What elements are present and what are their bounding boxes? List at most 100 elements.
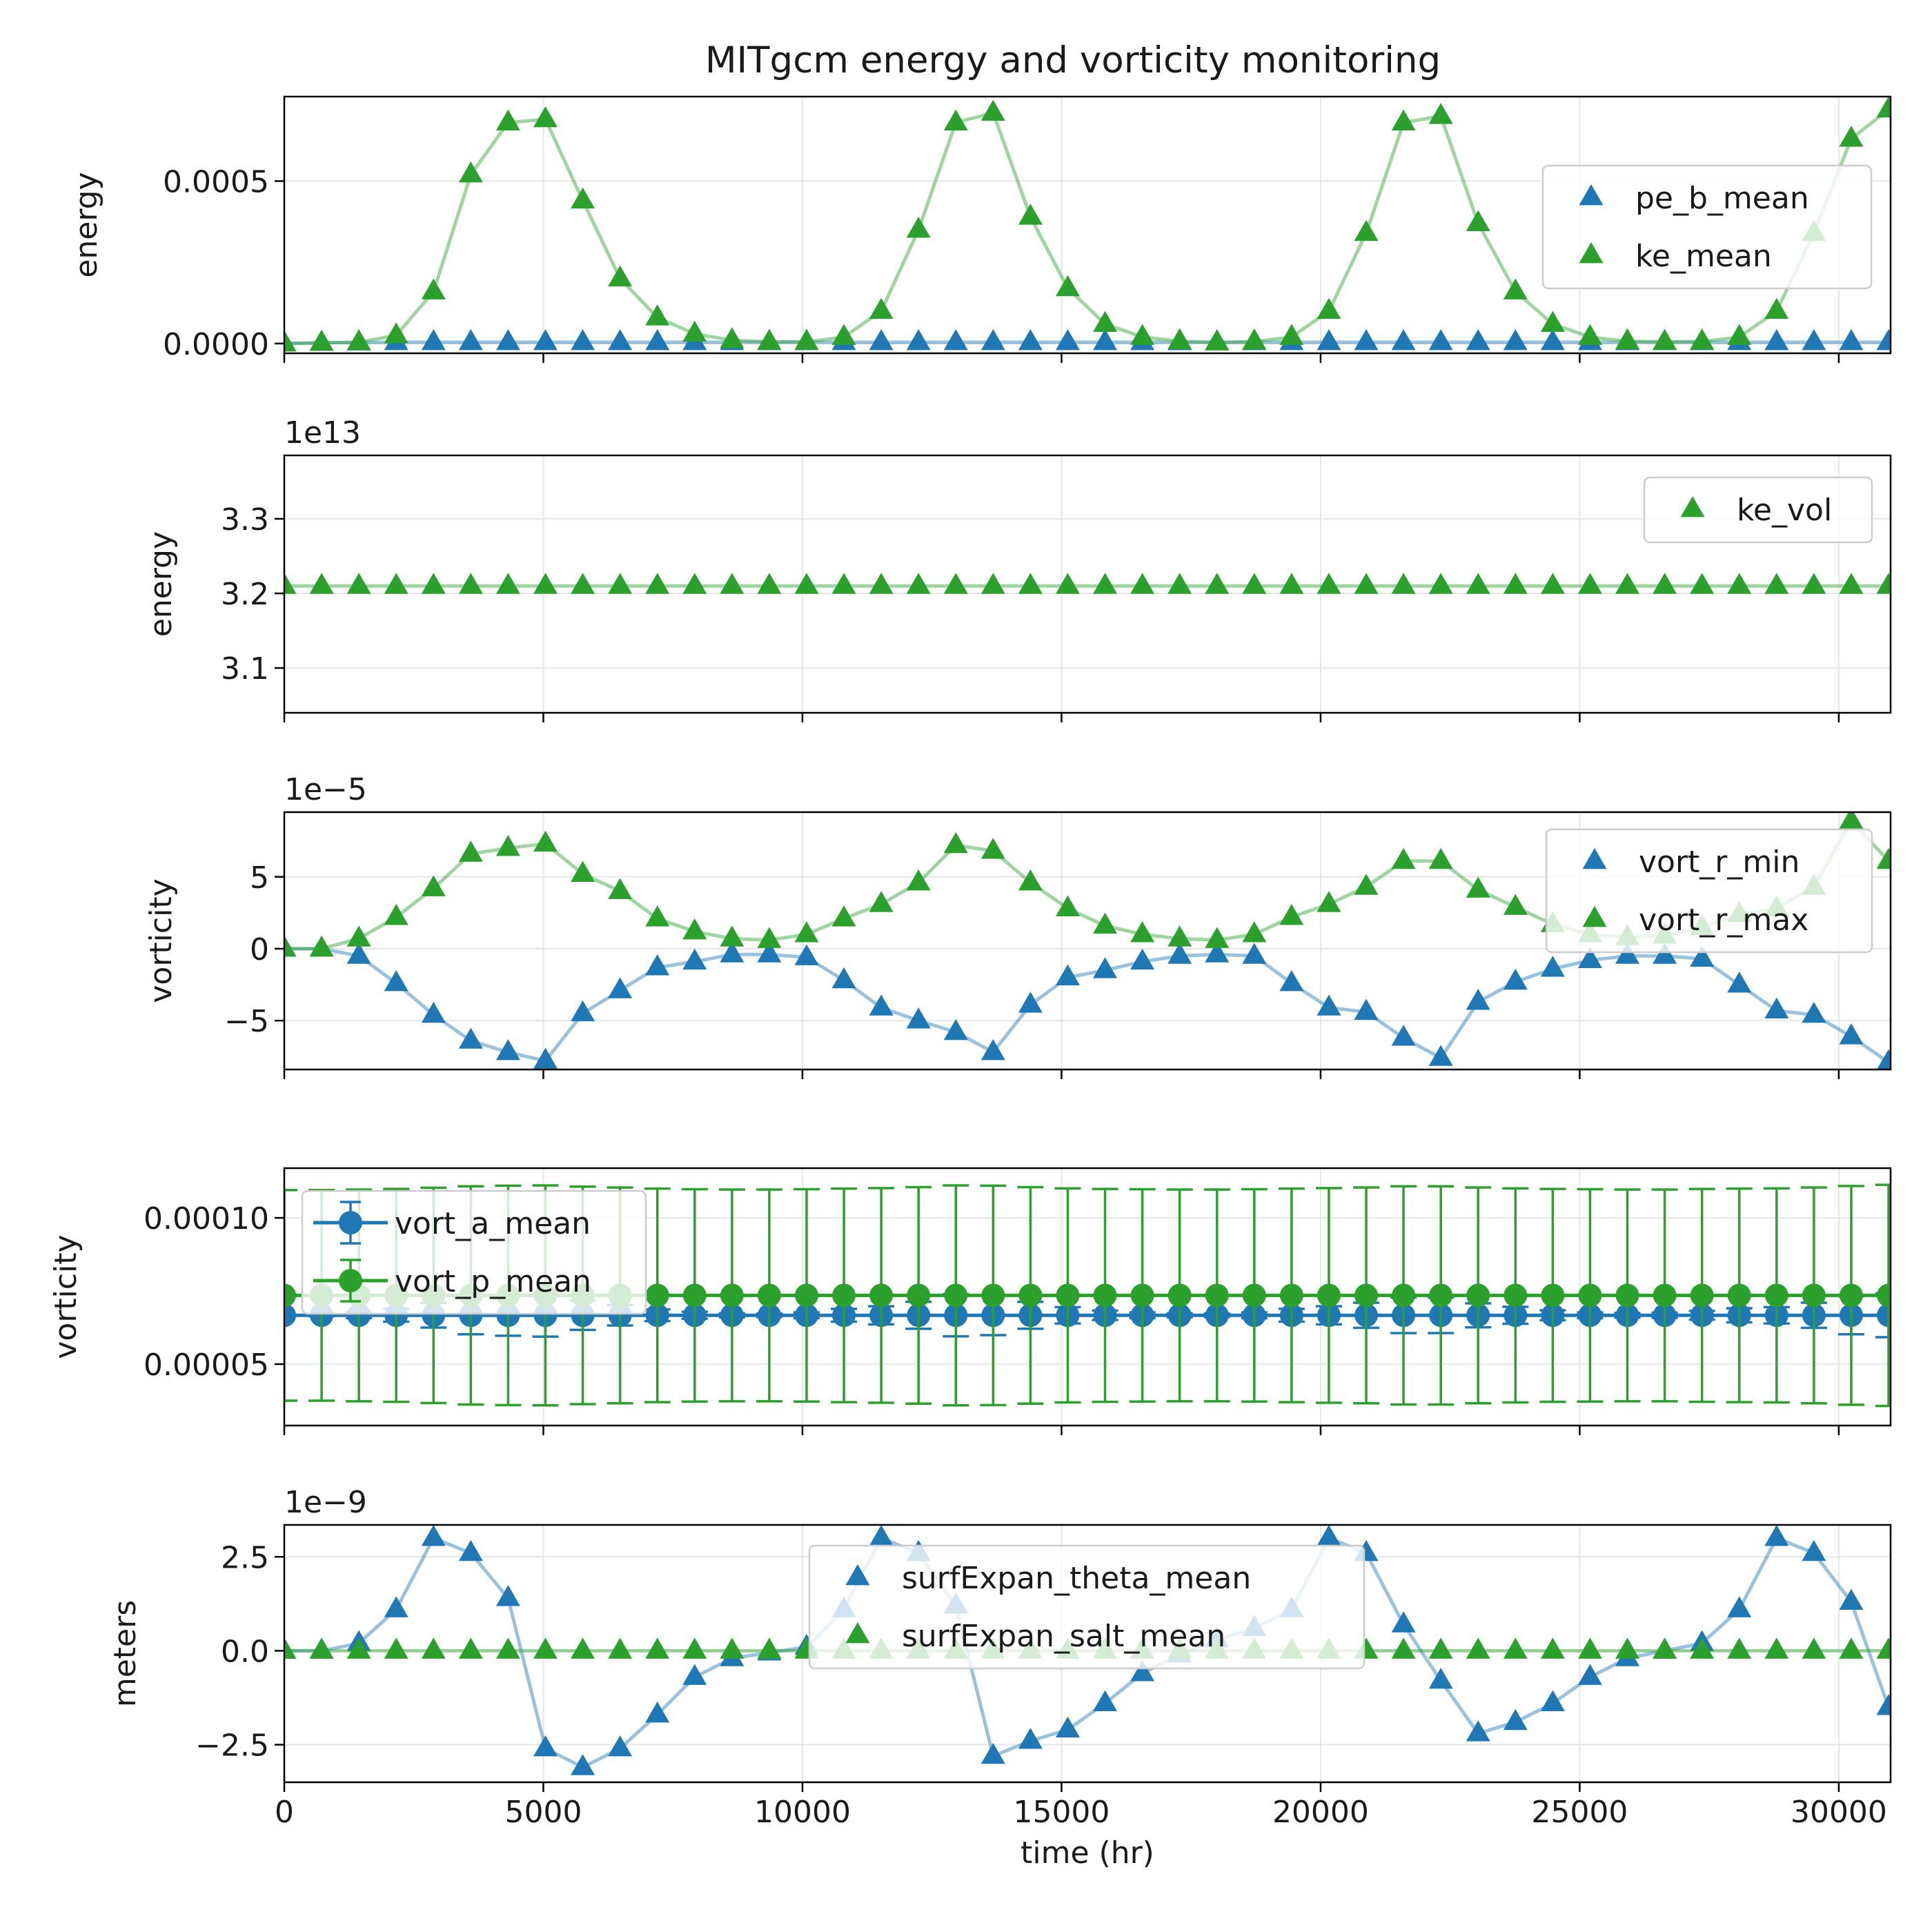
- data-point: [1279, 969, 1304, 992]
- data-point: [794, 1283, 818, 1308]
- y-tick-label: 3.2: [221, 577, 269, 612]
- data-point: [1690, 328, 1715, 350]
- data-point: [533, 1047, 558, 1069]
- data-point: [1802, 328, 1826, 351]
- data-point: [1205, 329, 1230, 351]
- data-point: [495, 1585, 520, 1606]
- data-point: [309, 573, 334, 594]
- data-point: [1242, 943, 1267, 964]
- data-point: [608, 1735, 633, 1757]
- data-point: [1577, 947, 1602, 969]
- data-point: [1466, 1637, 1490, 1659]
- data-point: [1093, 957, 1118, 978]
- data-point: [757, 328, 782, 350]
- data-point: [645, 905, 670, 927]
- data-point: [1690, 1637, 1715, 1659]
- data-point: [1354, 874, 1379, 895]
- data-point: [1317, 328, 1341, 351]
- data-point: [794, 944, 819, 965]
- data-point: [1205, 573, 1230, 594]
- data-point: [421, 1001, 446, 1023]
- data-point: [1877, 1283, 1891, 1308]
- data-point: [1615, 1637, 1639, 1659]
- data-point: [1093, 328, 1118, 351]
- chart-title: MITgcm energy and vorticity monitoring: [705, 39, 1441, 81]
- data-point: [1615, 943, 1639, 964]
- data-point: [1130, 921, 1155, 943]
- data-point: [906, 573, 931, 594]
- data-point: [1877, 1049, 1891, 1070]
- data-point: [458, 573, 483, 594]
- data-point: [1018, 869, 1043, 891]
- data-point: [1577, 324, 1602, 345]
- data-point: [421, 875, 446, 896]
- data-point: [1279, 324, 1304, 345]
- data-point: [346, 573, 371, 594]
- legend-label: vort_r_min: [1639, 845, 1800, 880]
- data-point: [1764, 328, 1789, 351]
- data-point: [720, 327, 745, 348]
- data-point: [421, 328, 446, 351]
- y-tick-label: −2.5: [195, 1728, 269, 1764]
- plot-area: [284, 573, 1891, 594]
- data-point: [1690, 945, 1715, 967]
- data-point: [1764, 573, 1789, 594]
- data-point: [1503, 1637, 1528, 1659]
- data-point: [533, 106, 558, 128]
- data-point: [907, 1283, 931, 1308]
- y-tick-label: 3.3: [221, 502, 269, 538]
- data-point: [1167, 943, 1192, 964]
- axis-offset-label: 1e−9: [284, 1485, 367, 1520]
- data-point: [794, 921, 819, 943]
- legend-label: ke_vol: [1737, 493, 1832, 528]
- legend-frame: [808, 1544, 1366, 1670]
- data-point: [1727, 1283, 1751, 1308]
- data-point: [1242, 573, 1267, 594]
- data-point: [1354, 573, 1379, 594]
- data-point: [1690, 1283, 1714, 1308]
- legend: surfExpan_theta_mean surfExpan_salt_mean: [808, 1544, 1366, 1670]
- data-point: [980, 1038, 1005, 1061]
- data-point: [1764, 297, 1789, 319]
- data-point: [1317, 1525, 1341, 1546]
- legend-marker: [1582, 906, 1607, 927]
- data-point: [384, 969, 408, 992]
- y-axis-label: vorticity: [144, 878, 179, 1003]
- data-point: [608, 265, 633, 287]
- data-point: [1540, 310, 1565, 333]
- y-tick-label: 5: [250, 860, 269, 896]
- data-point: [608, 573, 633, 594]
- data-point: [980, 838, 1005, 859]
- data-point: [458, 1637, 483, 1659]
- data-point: [1167, 925, 1192, 947]
- data-point: [1354, 1283, 1379, 1308]
- data-point: [1093, 573, 1118, 594]
- data-point: [1802, 573, 1826, 594]
- data-point: [1428, 1045, 1453, 1066]
- data-point: [869, 297, 894, 319]
- data-point: [1876, 573, 1891, 594]
- data-point: [1055, 573, 1080, 594]
- data-point: [682, 573, 707, 594]
- legend-marker: [339, 1269, 362, 1292]
- data-point: [608, 977, 633, 998]
- data-point: [832, 1283, 856, 1308]
- data-point: [1317, 297, 1341, 319]
- data-point: [1018, 992, 1043, 1013]
- data-point: [1130, 1660, 1155, 1682]
- data-point: [384, 1596, 408, 1617]
- data-point: [1503, 894, 1528, 915]
- legend-label: vort_r_max: [1639, 903, 1808, 938]
- y-tick-label: 0.00005: [144, 1348, 269, 1383]
- data-point: [458, 1539, 483, 1561]
- data-point: [284, 573, 297, 594]
- y-tick-label: 0.0: [221, 1634, 269, 1669]
- data-point: [1839, 1637, 1864, 1659]
- data-point: [1167, 328, 1192, 349]
- legend-frame: [1541, 164, 1873, 290]
- data-point: [1876, 328, 1891, 351]
- data-point: [1615, 328, 1639, 349]
- data-point: [1428, 1667, 1453, 1689]
- data-point: [1205, 941, 1230, 963]
